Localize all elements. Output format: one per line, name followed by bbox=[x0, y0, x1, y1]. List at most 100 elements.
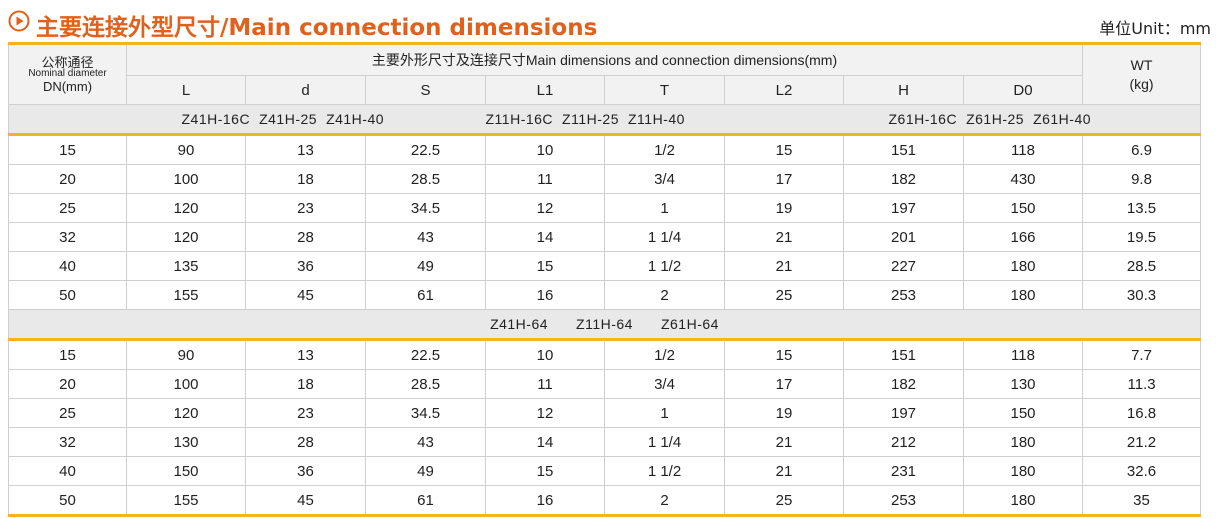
table-cell: 151 bbox=[843, 339, 964, 370]
table-cell: 2 bbox=[604, 280, 725, 310]
model-group: Z41H-64 Z11H-64 Z61H-64 bbox=[7, 309, 1202, 341]
table-cell: 32.6 bbox=[1082, 456, 1202, 486]
table-row: 40 150 36 49 15 1 1/2 21 231 180 32.6 bbox=[8, 456, 1202, 486]
table-cell: 150 bbox=[962, 193, 1084, 223]
table-cell: 120 bbox=[126, 193, 246, 223]
model-code: Z41H-64 bbox=[490, 316, 549, 332]
table-cell: 35 bbox=[1082, 485, 1202, 517]
table-cell: 1 1/2 bbox=[604, 456, 725, 486]
model-row: Z41H-64 Z11H-64 Z61H-64 bbox=[7, 309, 1202, 341]
table-cell: 10 bbox=[485, 134, 605, 165]
table-cell: 100 bbox=[126, 369, 246, 399]
column-header: H bbox=[843, 75, 964, 105]
table-cell: 90 bbox=[126, 339, 246, 370]
table-cell: 180 bbox=[962, 456, 1084, 486]
table-row: 20 100 18 28.5 11 3/4 17 182 130 11.3 bbox=[8, 369, 1202, 399]
column-header: d bbox=[245, 75, 366, 105]
page-title: 主要连接外型尺寸/Main connection dimensions bbox=[36, 15, 598, 41]
table-cell: 120 bbox=[126, 222, 246, 252]
wt-header: WT (kg) bbox=[1082, 42, 1202, 105]
table-cell: 130 bbox=[126, 427, 246, 457]
table-cell: 11 bbox=[485, 369, 605, 399]
table-cell: 9.8 bbox=[1082, 164, 1202, 194]
group-header: 主要外形尺寸及连接尺寸Main dimensions and connectio… bbox=[125, 42, 1084, 76]
table-cell: 20 bbox=[8, 164, 127, 194]
model-spacer bbox=[8, 104, 127, 136]
table-cell: 2 bbox=[604, 485, 725, 517]
table-cell: 180 bbox=[962, 251, 1084, 281]
table-cell: 90 bbox=[126, 134, 246, 165]
column-header: S bbox=[365, 75, 486, 105]
table-cell: 231 bbox=[843, 456, 964, 486]
table-cell: 17 bbox=[724, 164, 844, 194]
table-cell: 182 bbox=[843, 164, 964, 194]
table-cell: 1 1/2 bbox=[604, 251, 725, 281]
table-cell: 197 bbox=[843, 398, 964, 428]
table-cell: 21 bbox=[724, 456, 844, 486]
table-cell: 16 bbox=[485, 280, 605, 310]
table-cell: 28.5 bbox=[365, 369, 486, 399]
table-cell: 180 bbox=[962, 485, 1084, 517]
table-row: 20 100 18 28.5 11 3/4 17 182 430 9.8 bbox=[8, 164, 1202, 194]
table-cell: 130 bbox=[962, 369, 1084, 399]
table-cell: 151 bbox=[843, 134, 964, 165]
model-group: Z11H-16C Z11H-25 Z11H-40 bbox=[485, 104, 844, 136]
table-cell: 22.5 bbox=[365, 134, 486, 165]
table-cell: 1 bbox=[604, 193, 725, 223]
table-cell: 22.5 bbox=[365, 339, 486, 370]
table-cell: 36 bbox=[245, 251, 366, 281]
table-cell: 3/4 bbox=[604, 369, 725, 399]
model-code: Z41H-40 bbox=[326, 111, 385, 127]
table-cell: 15 bbox=[485, 456, 605, 486]
table-cell: 40 bbox=[8, 456, 127, 486]
table-cell: 25 bbox=[8, 193, 127, 223]
table-cell: 19.5 bbox=[1082, 222, 1202, 252]
table-cell: 15 bbox=[8, 339, 127, 370]
table-row: 15 90 13 22.5 10 1/2 15 151 118 7.7 bbox=[8, 339, 1202, 370]
dimensions-table: 公称通径 Nominal diameter DN(mm) 主要外形尺寸及连接尺寸… bbox=[7, 42, 1202, 517]
table-row: 32 130 28 43 14 1 1/4 21 212 180 21.2 bbox=[8, 427, 1202, 457]
model-group: Z41H-16C Z41H-25 Z41H-40 bbox=[126, 104, 486, 136]
table-cell: 12 bbox=[485, 193, 605, 223]
table-row: 50 155 45 61 16 2 25 253 180 35 bbox=[8, 485, 1202, 517]
table-cell: 30.3 bbox=[1082, 280, 1202, 310]
table-cell: 118 bbox=[962, 134, 1084, 165]
table-row: 40 135 36 49 15 1 1/2 21 227 180 28.5 bbox=[8, 251, 1202, 281]
model-code: Z61H-16C bbox=[888, 111, 958, 127]
table-cell: 16 bbox=[485, 485, 605, 517]
table-cell: 227 bbox=[843, 251, 964, 281]
table-cell: 19 bbox=[724, 193, 844, 223]
table-cell: 23 bbox=[245, 398, 366, 428]
table-cell: 430 bbox=[962, 164, 1084, 194]
table-cell: 14 bbox=[485, 427, 605, 457]
table-cell: 1 bbox=[604, 398, 725, 428]
column-header: D0 bbox=[962, 75, 1084, 105]
model-group: Z61H-16C Z61H-25 Z61H-40 bbox=[843, 104, 1201, 136]
unit-label: 单位Unit：mm bbox=[1099, 19, 1211, 38]
table-cell: 36 bbox=[245, 456, 366, 486]
table-cell: 1 1/4 bbox=[604, 427, 725, 457]
table-cell: 1 1/4 bbox=[604, 222, 725, 252]
table-cell: 18 bbox=[245, 164, 366, 194]
column-header: L bbox=[126, 75, 246, 105]
play-circle-icon bbox=[8, 10, 30, 32]
table-cell: 135 bbox=[126, 251, 246, 281]
table-cell: 182 bbox=[843, 369, 964, 399]
dn-header: 公称通径 Nominal diameter DN(mm) bbox=[8, 42, 127, 105]
table-cell: 49 bbox=[365, 456, 486, 486]
table-cell: 3/4 bbox=[604, 164, 725, 194]
table-cell: 100 bbox=[126, 164, 246, 194]
table-cell: 11 bbox=[485, 164, 605, 194]
table-cell: 34.5 bbox=[365, 193, 486, 223]
table-cell: 7.7 bbox=[1082, 339, 1202, 370]
table-cell: 13 bbox=[245, 339, 366, 370]
table-cell: 34.5 bbox=[365, 398, 486, 428]
table-cell: 150 bbox=[962, 398, 1084, 428]
wt-header-unit: (kg) bbox=[1129, 75, 1154, 92]
table-cell: 25 bbox=[724, 485, 844, 517]
table-cell: 15 bbox=[724, 134, 844, 165]
model-code: Z61H-25 bbox=[966, 111, 1025, 127]
table-cell: 1/2 bbox=[604, 134, 725, 165]
table-cell: 16.8 bbox=[1082, 398, 1202, 428]
